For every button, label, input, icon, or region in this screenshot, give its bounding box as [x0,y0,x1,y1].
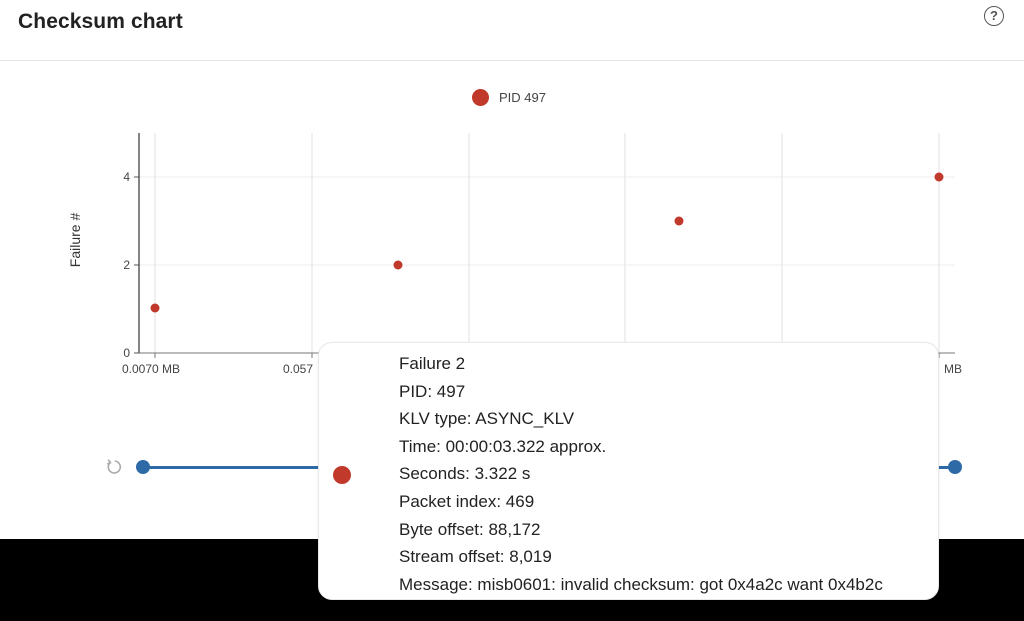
tooltip-seconds: Seconds: 3.322 s [399,464,531,484]
x-tick-label: 0.057 [283,362,314,376]
data-point [393,260,403,270]
legend-marker-icon [472,88,489,106]
y-gridlines [139,176,955,266]
data-point [674,216,684,226]
y-tick-label: 0 [123,346,130,360]
y-tick-label: 4 [123,170,130,184]
tooltip-time: Time: 00:00:03.322 approx. [399,436,607,456]
legend-label: PID 497 [499,89,546,105]
range-start-handle[interactable] [136,460,150,474]
y-tick-label: 2 [123,258,130,272]
page-title: Checksum chart [18,10,183,33]
tooltip-message: Message: misb0601: invalid checksum: got… [399,574,883,594]
y-axis-label: Failure # [67,212,83,268]
x-tick-label: 0.0070 MB [122,362,181,376]
help-circle-icon[interactable]: ? [984,6,1004,26]
tooltip-packet-index: Packet index: 469 [399,491,535,511]
x-gridlines [154,133,940,353]
tooltip-title: Failure 2 [399,354,466,373]
header: Checksum chart ? [0,0,1024,61]
tooltip-pid: PID: 497 [399,381,466,401]
legend-item-pid-497[interactable]: PID 497 [472,88,546,106]
series-pid-497 [150,172,944,313]
series-marker-icon [333,466,351,484]
range-end-handle[interactable] [948,460,962,474]
tooltip-klv-type: KLV type: ASYNC_KLV [399,409,575,429]
tooltip-stream-offset: Stream offset: 8,019 [399,547,552,567]
data-point [150,303,160,313]
tooltip-byte-offset: Byte offset: 88,172 [399,519,541,539]
data-point [934,172,944,182]
reset-icon[interactable] [105,458,123,476]
data-point-tooltip: Failure 2 PID: 497 KLV type: ASYNC_KLV T… [318,342,939,600]
x-tick-label: MB [944,362,962,376]
